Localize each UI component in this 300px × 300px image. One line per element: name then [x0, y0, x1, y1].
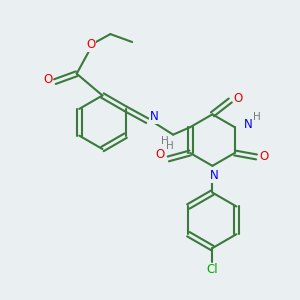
Text: N: N	[244, 118, 253, 131]
Text: O: O	[156, 148, 165, 161]
Text: O: O	[234, 92, 243, 105]
Text: N: N	[150, 110, 159, 123]
Text: H: H	[161, 136, 169, 146]
Text: H: H	[167, 141, 174, 151]
Text: O: O	[86, 38, 95, 52]
Text: O: O	[260, 150, 269, 164]
Text: N: N	[210, 169, 219, 182]
Text: H: H	[253, 112, 260, 122]
Text: O: O	[43, 73, 52, 86]
Text: Cl: Cl	[207, 263, 218, 276]
